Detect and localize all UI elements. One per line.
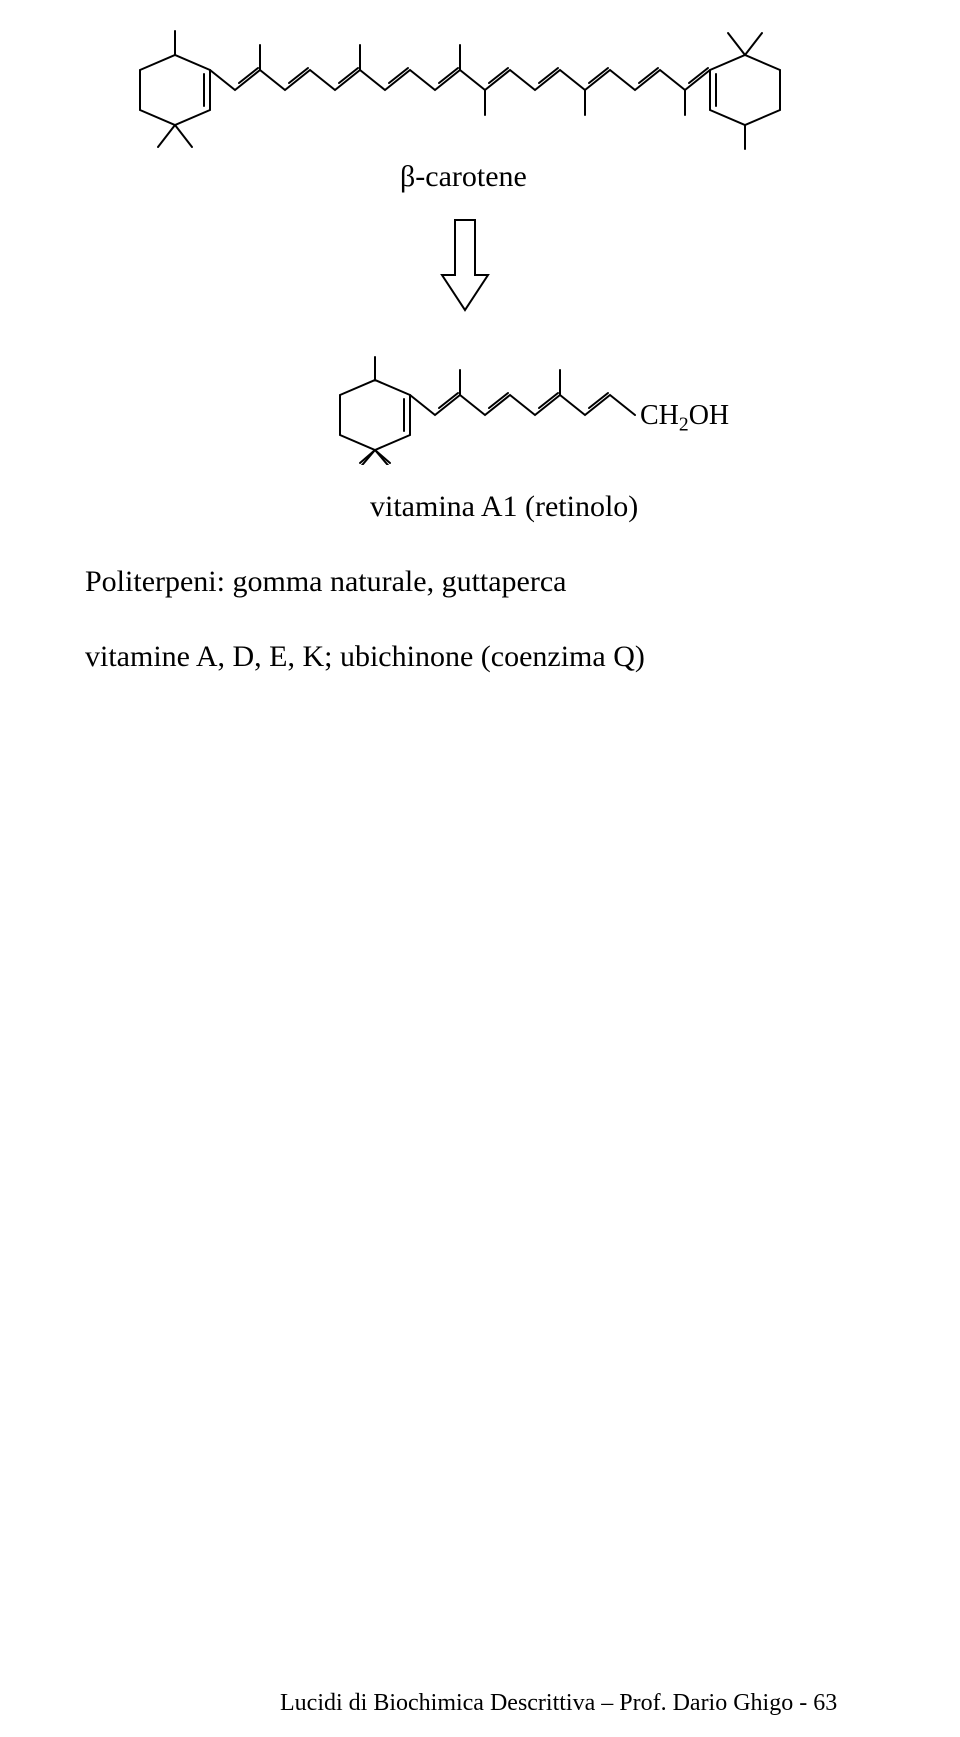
polyterpenes-text: Politerpeni: gomma naturale, guttaperca — [85, 565, 567, 599]
beta-carotene-label: β-carotene — [400, 160, 527, 194]
vitamin-a1-label: vitamina A1 (retinolo) — [370, 490, 638, 524]
vitamins-text: vitamine A, D, E, K; ubichinone (coenzim… — [85, 640, 645, 674]
beta-carotene-structure — [100, 25, 850, 155]
retinol-structure — [310, 355, 680, 465]
ch2oh-label: CH2OH — [640, 400, 729, 437]
reaction-arrow — [440, 215, 490, 315]
page-footer: Lucidi di Biochimica Descrittiva – Prof.… — [280, 1690, 837, 1717]
